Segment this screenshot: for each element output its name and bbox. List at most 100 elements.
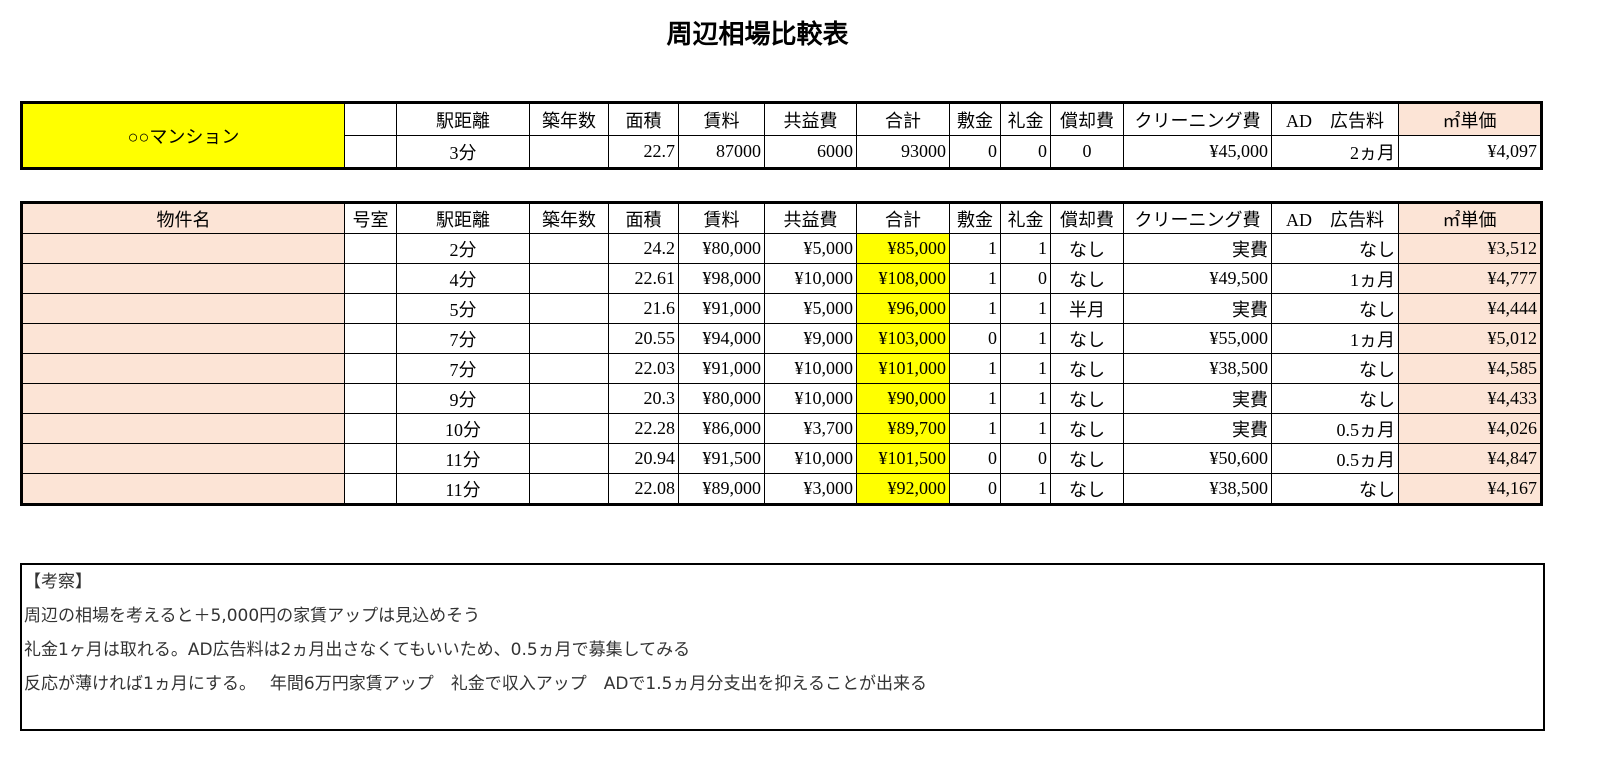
table-cell: なし <box>1050 443 1124 474</box>
table-cell: 11分 <box>396 443 530 474</box>
table-cell <box>344 293 397 324</box>
column-header: ㎡単価 <box>1398 202 1542 234</box>
page-title: 周辺相場比較表 <box>666 20 849 50</box>
table-cell: なし <box>1271 353 1399 384</box>
column-header: 共益費 <box>764 202 857 234</box>
table-cell: 93000 <box>856 135 950 169</box>
table-cell: ¥55,000 <box>1123 323 1272 354</box>
table-cell <box>21 293 345 324</box>
table-cell: ¥10,000 <box>764 443 857 474</box>
table-cell: 1 <box>949 383 1001 414</box>
table-cell: ¥89,000 <box>678 473 765 505</box>
column-header: AD 広告料 <box>1271 202 1399 234</box>
column-header: ㎡単価 <box>1398 102 1542 136</box>
table-row: 11分 22.08 ¥89,000 ¥3,000 ¥92,000 0 1 なし ¥38,500 な… <box>21 473 1542 505</box>
table-cell: 22.7 <box>608 135 679 169</box>
table-cell: ¥49,500 <box>1123 263 1272 294</box>
table-cell: 0 <box>949 443 1001 474</box>
table-cell: ¥3,700 <box>764 413 857 444</box>
table-cell: ¥5,012 <box>1398 323 1542 354</box>
column-header: 共益費 <box>764 102 857 136</box>
table-cell: ¥4,167 <box>1398 473 1542 505</box>
column-header: 償却費 <box>1050 202 1124 234</box>
table-cell: 21.6 <box>608 293 679 324</box>
table-cell <box>344 323 397 354</box>
table-cell: 1 <box>1000 323 1051 354</box>
table-cell: 0 <box>949 473 1001 505</box>
subject-values-row: 3分 22.7 87000 6000 93000 0 0 0 ¥45,000 2ヵ月 ¥4,097 <box>22 135 1542 169</box>
table-cell: 10分 <box>396 413 530 444</box>
table-cell: ¥4,097 <box>1398 135 1542 169</box>
table-cell: なし <box>1050 473 1124 505</box>
table-cell: ¥101,000 <box>856 353 950 384</box>
table-cell <box>21 263 345 294</box>
table-cell: ¥4,777 <box>1398 263 1542 294</box>
table-cell: ¥5,000 <box>764 293 857 324</box>
table-cell: 6000 <box>764 135 857 169</box>
column-header <box>344 102 397 136</box>
subject-property-table: ○○マンション 駅距離 築年数 面積 賃料 共益費 合計 敷金 礼金 償却費 クリーニング費 AD 広… <box>20 101 1543 170</box>
table-cell: ¥4,444 <box>1398 293 1542 324</box>
table-cell <box>529 323 609 354</box>
table-cell: 0 <box>949 135 1001 169</box>
table-cell <box>529 413 609 444</box>
table-cell: 7分 <box>396 323 530 354</box>
table-cell <box>344 473 397 505</box>
table-cell: 9分 <box>396 383 530 414</box>
notes-line: 反応が薄ければ1ヵ月にする。 年間6万円家賃アップ 礼金で収入アップ ADで1.… <box>24 674 927 694</box>
table-row: 7分 20.55 ¥94,000 ¥9,000 ¥103,000 0 1 なし ¥55,000 1… <box>21 323 1542 354</box>
table-cell: ¥3,512 <box>1398 233 1542 264</box>
table-cell: 0.5ヵ月 <box>1271 443 1399 474</box>
table-cell <box>344 135 397 169</box>
table-cell <box>344 413 397 444</box>
table-cell: ¥101,500 <box>856 443 950 474</box>
table-cell: 1 <box>949 413 1001 444</box>
table-cell: 1 <box>1000 353 1051 384</box>
notes-heading: 【考察】 <box>24 572 92 592</box>
column-header: 償却費 <box>1050 102 1124 136</box>
table-cell: 20.55 <box>608 323 679 354</box>
notes-line: 周辺の相場を考えると＋5,000円の家賃アップは見込めそう <box>24 606 481 626</box>
table-cell: ¥94,000 <box>678 323 765 354</box>
table-cell: ¥50,600 <box>1123 443 1272 474</box>
column-header: 築年数 <box>529 102 609 136</box>
table-cell: ¥91,000 <box>678 293 765 324</box>
table-cell: 20.3 <box>608 383 679 414</box>
table-cell: 0 <box>1000 443 1051 474</box>
column-header: 面積 <box>608 102 679 136</box>
table-cell <box>529 293 609 324</box>
notes-box: 【考察】 周辺の相場を考えると＋5,000円の家賃アップは見込めそう 礼金1ヶ月… <box>20 563 1545 731</box>
subject-name-cell: ○○マンション <box>21 102 345 169</box>
table-cell: 1ヵ月 <box>1271 323 1399 354</box>
table-cell: なし <box>1050 323 1124 354</box>
table-cell: なし <box>1050 263 1124 294</box>
column-header: 賃料 <box>678 202 765 234</box>
column-header: 合計 <box>856 202 950 234</box>
table-cell: 22.03 <box>608 353 679 384</box>
column-header: 駅距離 <box>396 202 530 234</box>
column-header: 築年数 <box>529 202 609 234</box>
table-row: 4分 22.61 ¥98,000 ¥10,000 ¥108,000 1 0 なし ¥49,500… <box>21 263 1542 294</box>
table-cell: 24.2 <box>608 233 679 264</box>
table-cell: ¥10,000 <box>764 353 857 384</box>
table-cell: ¥90,000 <box>856 383 950 414</box>
table-cell: 7分 <box>396 353 530 384</box>
table-cell: 0 <box>1000 135 1051 169</box>
table-cell: ¥45,000 <box>1123 135 1272 169</box>
table-cell: ¥108,000 <box>856 263 950 294</box>
table-cell <box>529 135 609 169</box>
table-cell: ¥38,500 <box>1123 353 1272 384</box>
table-cell: ¥3,000 <box>764 473 857 505</box>
table-cell <box>344 383 397 414</box>
column-header: 駅距離 <box>396 102 530 136</box>
table-cell: ¥5,000 <box>764 233 857 264</box>
table-cell: 22.08 <box>608 473 679 505</box>
table-cell: 20.94 <box>608 443 679 474</box>
table-cell: 1 <box>1000 233 1051 264</box>
table-cell: 1 <box>1000 473 1051 505</box>
table-cell: なし <box>1271 233 1399 264</box>
notes-line: 礼金1ヶ月は取れる。AD広告料は2ヵ月出さなくてもいいため、0.5ヵ月で募集して… <box>24 640 691 660</box>
table-cell: 0 <box>949 323 1001 354</box>
table-cell: 22.61 <box>608 263 679 294</box>
table-row: 9分 20.3 ¥80,000 ¥10,000 ¥90,000 1 1 なし 実費 なし ¥4,43… <box>21 383 1542 414</box>
